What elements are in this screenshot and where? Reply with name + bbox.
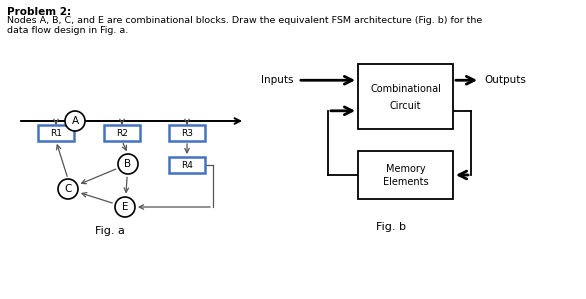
- Text: Memory: Memory: [386, 164, 425, 174]
- Circle shape: [58, 179, 78, 199]
- Text: R3: R3: [181, 129, 193, 138]
- Text: Fig. a: Fig. a: [95, 226, 125, 236]
- Circle shape: [115, 197, 135, 217]
- Text: R1: R1: [50, 129, 62, 138]
- Bar: [169, 125, 205, 141]
- Text: Problem 2:: Problem 2:: [7, 7, 71, 17]
- Text: Combinational: Combinational: [370, 84, 441, 94]
- Text: E: E: [122, 202, 128, 212]
- Text: R2: R2: [116, 129, 128, 138]
- Circle shape: [118, 154, 138, 174]
- Text: B: B: [124, 159, 132, 169]
- Bar: [169, 157, 205, 173]
- Text: Elements: Elements: [383, 177, 428, 187]
- Text: Inputs: Inputs: [261, 75, 294, 85]
- Bar: [104, 125, 140, 141]
- Bar: [358, 151, 453, 199]
- Text: Fig. b: Fig. b: [376, 222, 406, 232]
- Circle shape: [65, 111, 85, 131]
- Text: Circuit: Circuit: [390, 101, 421, 111]
- Text: C: C: [64, 184, 71, 194]
- Text: R4: R4: [181, 161, 193, 170]
- Bar: [38, 125, 74, 141]
- Text: Outputs: Outputs: [484, 75, 526, 85]
- Text: Nodes A, B, C, and E are combinational blocks. Draw the equivalent FSM architect: Nodes A, B, C, and E are combinational b…: [7, 16, 482, 25]
- Text: data flow design in Fig. a.: data flow design in Fig. a.: [7, 26, 128, 35]
- Text: A: A: [71, 116, 79, 126]
- Bar: [358, 64, 453, 129]
